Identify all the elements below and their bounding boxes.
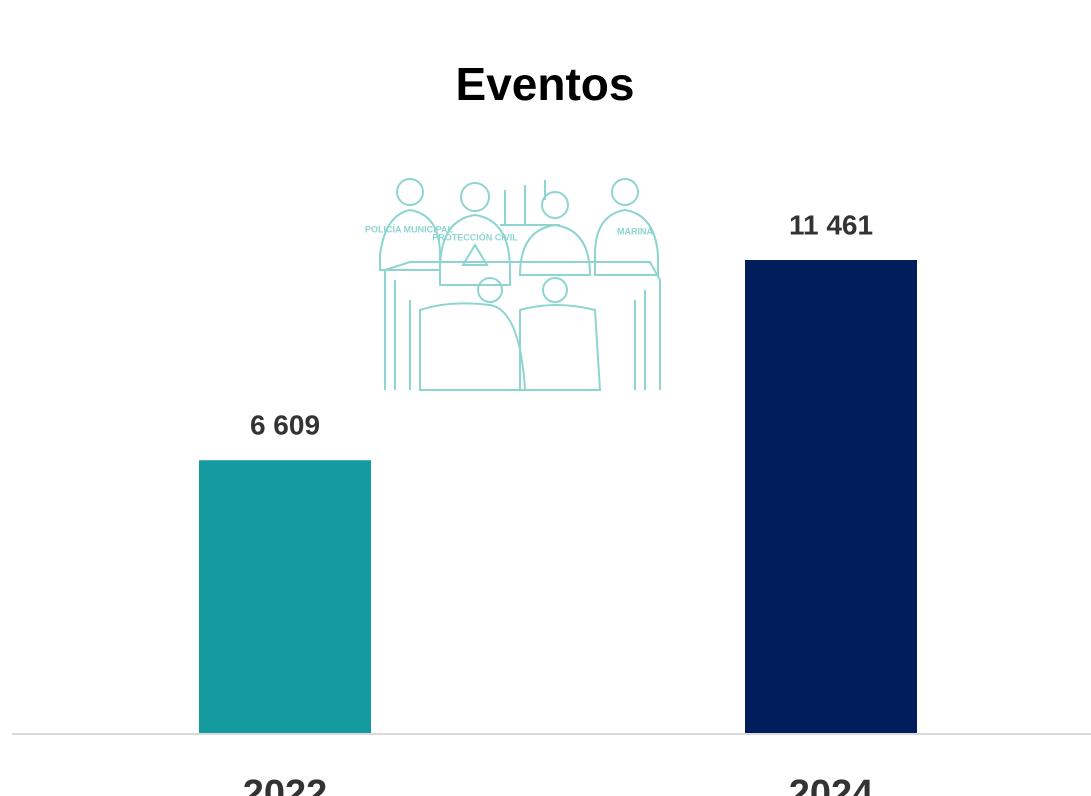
value-label: 11 461 [789, 209, 873, 240]
value-label: 6 609 [250, 410, 320, 441]
bar [745, 260, 917, 733]
illustration: POLICÍA MUNICIPAL PROTECCIÓN CIVIL MARIN… [365, 179, 660, 390]
chart: Eventos POLICÍA MUNICIPAL PROTECCIÓN CIV… [0, 0, 1091, 796]
chart-title: Eventos [456, 58, 635, 110]
bar [199, 460, 371, 733]
illustration-label: MARINA [617, 226, 653, 236]
x-tick-label: 2022 [243, 773, 328, 796]
illustration-label: PROTECCIÓN CIVIL [432, 231, 518, 242]
x-tick-label: 2024 [789, 773, 874, 796]
